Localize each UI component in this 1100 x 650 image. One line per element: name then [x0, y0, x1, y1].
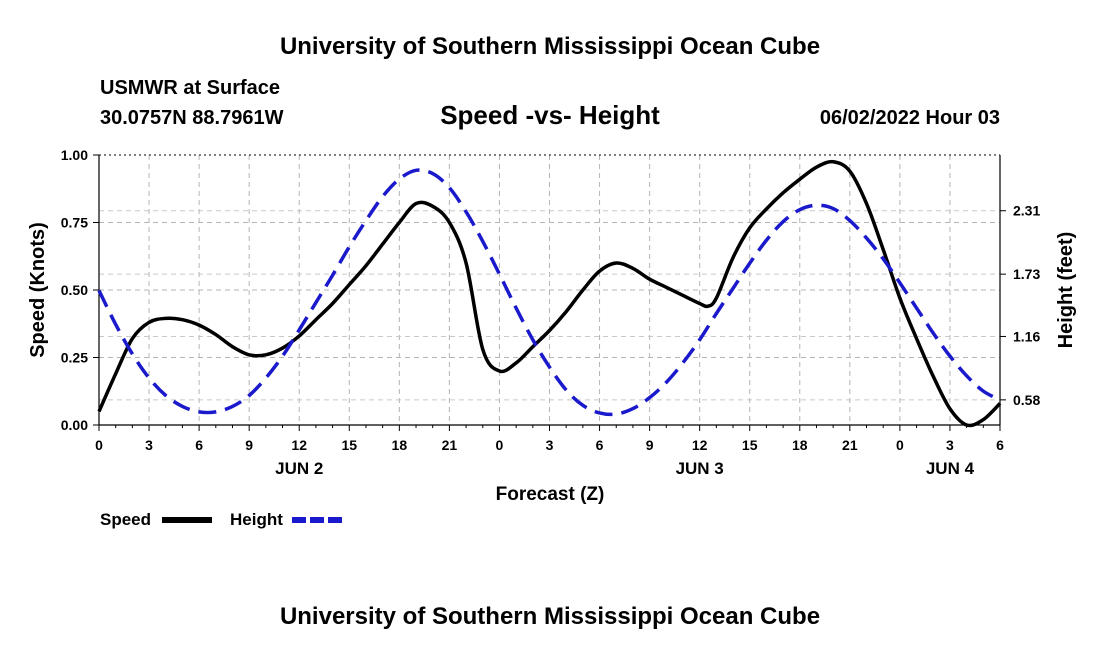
- y2-tick-label: 0.58: [1013, 392, 1040, 408]
- x-tick-label: 9: [245, 437, 253, 453]
- x-tick-label: 6: [996, 437, 1004, 453]
- y-tick-label: 0.50: [61, 282, 88, 298]
- x-tick-label: 9: [646, 437, 654, 453]
- station-label: USMWR at Surface: [100, 77, 280, 99]
- x-tick-label: 18: [792, 437, 808, 453]
- y2-tick-label: 1.73: [1013, 266, 1040, 282]
- x-tick-label: 18: [392, 437, 408, 453]
- legend-speed-label: Speed: [100, 510, 151, 529]
- axes: [93, 154, 1006, 431]
- x-tick-label: 3: [946, 437, 954, 453]
- x-tick-label: 3: [546, 437, 554, 453]
- x-tick-label: 12: [692, 437, 708, 453]
- grid: [99, 154, 1000, 425]
- x-tick-label: 0: [95, 437, 103, 453]
- page-title: University of Southern Mississippi Ocean…: [280, 33, 820, 60]
- legend-height-label: Height: [230, 510, 283, 529]
- y-tick-label: 1.00: [61, 147, 88, 163]
- y-tick-label: 0.75: [61, 215, 88, 231]
- footer-title: University of Southern Mississippi Ocean…: [280, 603, 820, 630]
- y-tick-label: 0.25: [61, 350, 88, 366]
- x-tick-label: 21: [842, 437, 858, 453]
- tick-labels: 0 3 6 9 12 15 18 21 0 3 6 9 12 15 18 21 0 3 6 0.00 0.25 0.50 0…: [61, 147, 1041, 478]
- series-line-speed: [97, 159, 1002, 428]
- day-label: JUN 4: [926, 459, 975, 478]
- x-tick-label: 21: [442, 437, 458, 453]
- series-line-height: [97, 168, 1001, 417]
- x-tick-label: 15: [742, 437, 758, 453]
- x-axis-label: Forecast (Z): [496, 484, 605, 505]
- x-tick-label: 12: [291, 437, 307, 453]
- x-tick-label: 3: [145, 437, 153, 453]
- y-tick-label: 0.00: [61, 417, 88, 433]
- chart-title: Speed -vs- Height: [440, 100, 660, 130]
- series: [97, 159, 1002, 428]
- location-coordinates: 30.0757N 88.7961W: [100, 107, 284, 129]
- day-label: JUN 3: [676, 459, 724, 478]
- y-axis-label: Speed (Knots): [27, 222, 49, 358]
- y2-tick-label: 2.31: [1013, 203, 1040, 219]
- x-tick-label: 0: [496, 437, 504, 453]
- y2-axis-label: Height (feet): [1055, 232, 1077, 349]
- y2-tick-label: 1.16: [1013, 328, 1040, 344]
- forecast-datetime: 06/02/2022 Hour 03: [820, 107, 1000, 129]
- x-tick-label: 0: [896, 437, 904, 453]
- x-tick-label: 6: [195, 437, 203, 453]
- x-tick-label: 6: [596, 437, 604, 453]
- day-label: JUN 2: [275, 459, 323, 478]
- legend: Speed Height: [100, 510, 342, 529]
- x-tick-label: 15: [341, 437, 357, 453]
